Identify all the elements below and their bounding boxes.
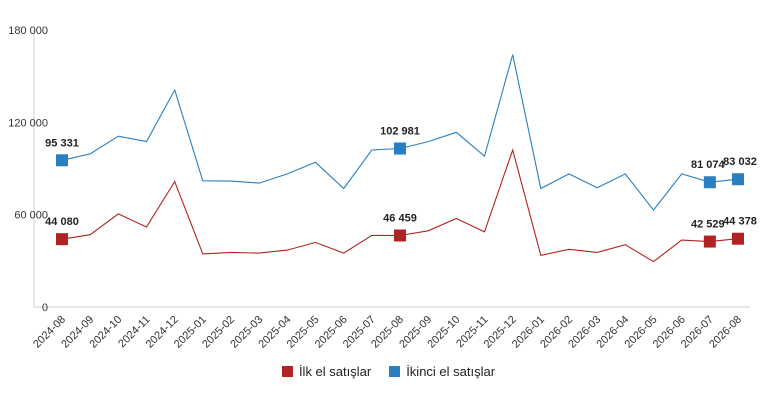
- data-label: 81 074: [691, 159, 726, 171]
- data-point-marker: [732, 173, 744, 186]
- data-label: 44 378: [723, 216, 757, 228]
- data-point-marker: [732, 232, 744, 245]
- data-label: 44 080: [45, 216, 79, 228]
- data-point-marker: [703, 176, 716, 189]
- legend: İlk el satışlar İkinci el satışlar: [0, 364, 777, 379]
- data-point-marker: [394, 142, 406, 155]
- legend-item-series-1: İlk el satışlar: [281, 364, 372, 379]
- legend-swatch-series-1: [281, 366, 293, 377]
- data-label: 42 529: [691, 219, 725, 231]
- legend-swatch-series-2: [389, 366, 401, 377]
- y-tick-label: 0: [42, 302, 48, 314]
- series-line-1: [61, 148, 739, 263]
- data-point-marker: [56, 154, 68, 167]
- data-label: 95 331: [45, 137, 79, 149]
- data-label: 102 981: [380, 126, 420, 138]
- legend-item-series-2: İkinci el satışlar: [389, 364, 495, 379]
- y-tick-label: 60 000: [14, 210, 48, 222]
- data-point-marker: [56, 233, 68, 246]
- y-tick-label: 120 000: [8, 117, 48, 129]
- data-point-marker: [394, 229, 406, 242]
- legend-label-series-2: İkinci el satışlar: [406, 364, 496, 379]
- y-tick-label: 180 000: [8, 25, 48, 37]
- data-point-marker: [703, 235, 716, 248]
- legend-label-series-1: İlk el satışlar: [298, 364, 372, 379]
- data-label: 46 459: [383, 213, 417, 225]
- data-label: 83 032: [723, 156, 757, 168]
